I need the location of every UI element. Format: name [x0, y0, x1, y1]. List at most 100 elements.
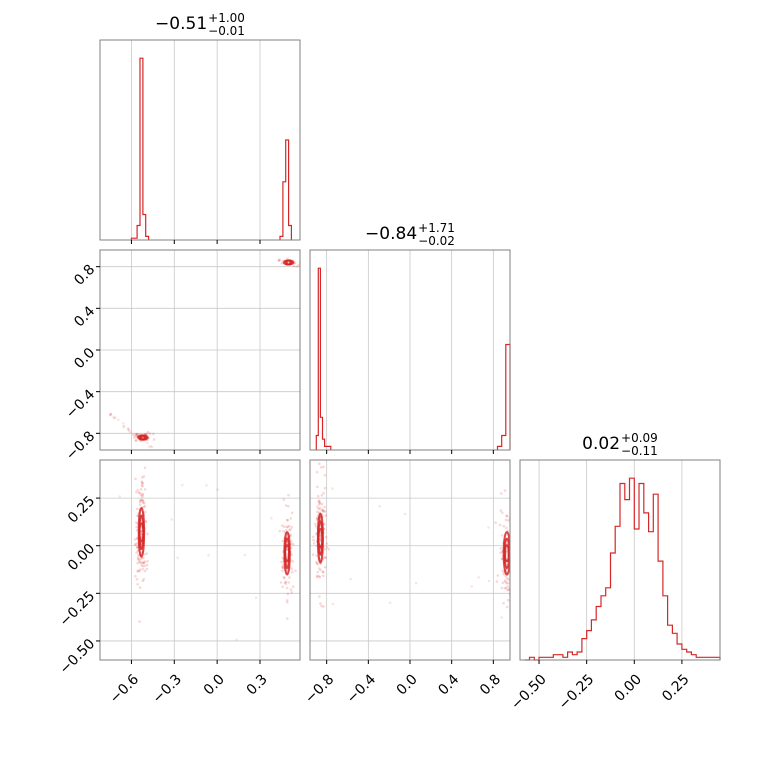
scatter-panel-1-2-sample-113: [320, 466, 323, 469]
scatter-panel-0-2-sample-80: [140, 530, 143, 533]
hist-panel-0-title-median: −0.51: [155, 14, 207, 34]
scatter-panel-0-2-sample-25: [138, 560, 142, 564]
scatter-panel-0-1-sample-51: [148, 432, 152, 436]
hist-panel-0-title: −0.51+1.00 −0.01: [155, 11, 245, 38]
scatter-panel-1-2-sample-246: [487, 526, 490, 529]
scatter-panel-0-2-sample-91: [134, 574, 137, 578]
scatter-panel-1-2-sample-151: [496, 574, 500, 577]
scatter-panel-0-2-sample-178: [281, 539, 285, 543]
scatter-panel-0-2-sample-107: [142, 475, 146, 478]
scatter-panel-0-2-sample-170: [282, 530, 285, 533]
scatter-panel-0-1-sample-46: [133, 436, 136, 439]
scatter-panel-1-2-sample-205: [499, 509, 503, 512]
scatter-panel-0-2-sample-108: [143, 560, 147, 563]
scatter-panel-0-1-sample-54: [135, 432, 139, 436]
scatter-panel-0-2-sample-42: [141, 567, 145, 571]
scatter-panel-1-2-sample-71: [322, 574, 325, 578]
scatter-panel-0-2-ytick-label-0: −0.50: [57, 636, 99, 678]
scatter-panel-0-2-sample-198: [282, 575, 286, 579]
scatter-panel-1-2-sample-136: [312, 542, 316, 545]
scatter-panel-1-2-sample-88: [323, 510, 327, 513]
scatter-panel-0-2-sample-227: [285, 518, 289, 522]
scatter-panel-0-1-sample-110: [137, 436, 141, 440]
scatter-panel-0-2-sample-26: [142, 556, 145, 560]
scatter-panel-1-2-sample-203: [511, 560, 514, 563]
scatter-panel-0-2-sample-176: [290, 511, 294, 515]
scatter-panel-0-2-sample-118: [141, 481, 144, 485]
scatter-panel-1-2-sample-73: [322, 457, 325, 460]
scatter-panel-0-1-sample-104: [138, 438, 142, 442]
scatter-panel-0-2-contour-1-2: [284, 544, 291, 563]
scatter-panel-0-1-sample-98: [150, 445, 154, 449]
scatter-panel-0-1-sample-113: [114, 416, 117, 420]
scatter-panel-0-1-sample-91: [129, 431, 133, 434]
scatter-panel-0-1-contour-1-2: [285, 259, 292, 266]
scatter-panel-1-2-xtick-label-0: −0.8: [302, 671, 337, 706]
scatter-panel-1-2-sample-242: [331, 487, 334, 490]
scatter-panel-0-2-sample-119: [141, 498, 145, 502]
scatter-panel-0-1-sample-14: [146, 430, 150, 434]
scatter-panel-0-1-sample-101: [109, 412, 113, 416]
hist-panel-0-title-plus: +1.00: [208, 11, 245, 25]
scatter-panel-1-2-sample-42: [322, 491, 325, 495]
scatter-panel-0-2-sample-35: [139, 493, 143, 497]
scatter-panel-0-2-sample-16: [135, 528, 139, 532]
scatter-panel-0-2-sample-4: [141, 564, 145, 568]
scatter-panel-1-2-sample-74: [321, 570, 325, 574]
scatter-panel-0-2-sample-220: [281, 556, 284, 560]
scatter-panel-1-2-sample-160: [513, 538, 516, 541]
scatter-panel-0-2-sample-202: [292, 585, 295, 588]
scatter-panel-0-2-sample-65: [143, 564, 147, 568]
scatter-panel-1-2-sample-137: [317, 575, 321, 578]
scatter-panel-0-1-sample-57: [134, 439, 137, 442]
scatter-panel-0-2-sample-196: [285, 586, 289, 590]
scatter-panel-1-2-sample-146: [316, 494, 320, 498]
hist-panel-2-title: 0.02+0.09 −0.11: [582, 431, 658, 458]
scatter-panel-0-2-sample-103: [137, 553, 140, 557]
scatter-panel-1-2-sample-235: [502, 573, 506, 576]
scatter-panel-0-2-sample-166: [289, 588, 293, 591]
hist-panel-0: −0.51+1.00 −0.01: [99, 11, 301, 244]
scatter-panel-0-1-content: [108, 257, 300, 449]
scatter-panel-0-2-sample-63: [136, 561, 139, 565]
scatter-panel-0-2-sample-169: [286, 601, 289, 604]
scatter-panel-1-2-sample-157: [511, 560, 514, 563]
scatter-panel-0-2-sample-46: [133, 538, 137, 541]
scatter-panel-1-2-contour-1-2: [503, 544, 510, 563]
scatter-panel-1-2-sample-145: [316, 570, 320, 574]
hist-panel-2-histogram-step-0: [524, 477, 721, 661]
scatter-panel-1-2-sample-189: [504, 586, 508, 590]
scatter-panel-0-1-sample-100: [117, 418, 120, 422]
scatter-panel-0-1-sample-47: [135, 433, 138, 437]
scatter-panel-1-2-sample-48: [315, 554, 319, 558]
scatter-panel-0-2-ytick-label-2: 0.00: [65, 541, 98, 574]
scatter-panel-1-2-sample-161: [505, 605, 509, 609]
scatter-panel-0-2-sample-214: [282, 498, 286, 501]
scatter-panel-0-2-sample-44: [138, 491, 142, 495]
scatter-panel-1-2-sample-171: [514, 532, 517, 535]
scatter-panel-0-2-sample-31: [142, 501, 145, 504]
scatter-panel-0-2-sample-60: [136, 557, 140, 561]
scatter-panel-0-2-sample-123: [137, 569, 140, 572]
scatter-panel-1-2-sample-51: [320, 502, 324, 506]
scatter-panel-1-2-sample-43: [320, 494, 324, 497]
scatter-panel-0-1-sample-108: [122, 425, 125, 429]
scatter-panel-0-2-sample-78: [135, 507, 139, 511]
scatter-panel-0-2-sample-236: [243, 553, 246, 557]
scatter-panel-0-1-sample-78: [277, 258, 281, 262]
scatter-panel-1-2-sample-199: [494, 521, 497, 524]
scatter-panel-0-2-sample-105: [138, 586, 142, 589]
scatter-panel-0-1-sample-97: [135, 433, 138, 436]
scatter-panel-1-2-sample-31: [318, 575, 322, 579]
scatter-panel-1-2-sample-19: [323, 556, 327, 559]
scatter-panel-0-2-sample-6: [135, 525, 138, 529]
scatter-panel-1-2-sample-227: [514, 523, 517, 526]
scatter-panel-1-2-sample-193: [501, 569, 505, 573]
scatter-panel-0-2-sample-40: [135, 545, 139, 549]
scatter-panel-0-2-sample-88: [135, 521, 138, 524]
hist-panel-0-histogram-step-0: [130, 57, 150, 240]
scatter-panel-0-2-content: [118, 466, 297, 642]
scatter-panel-1-2-sample-150: [511, 581, 514, 584]
scatter-panel-0-2-sample-24: [135, 551, 138, 554]
